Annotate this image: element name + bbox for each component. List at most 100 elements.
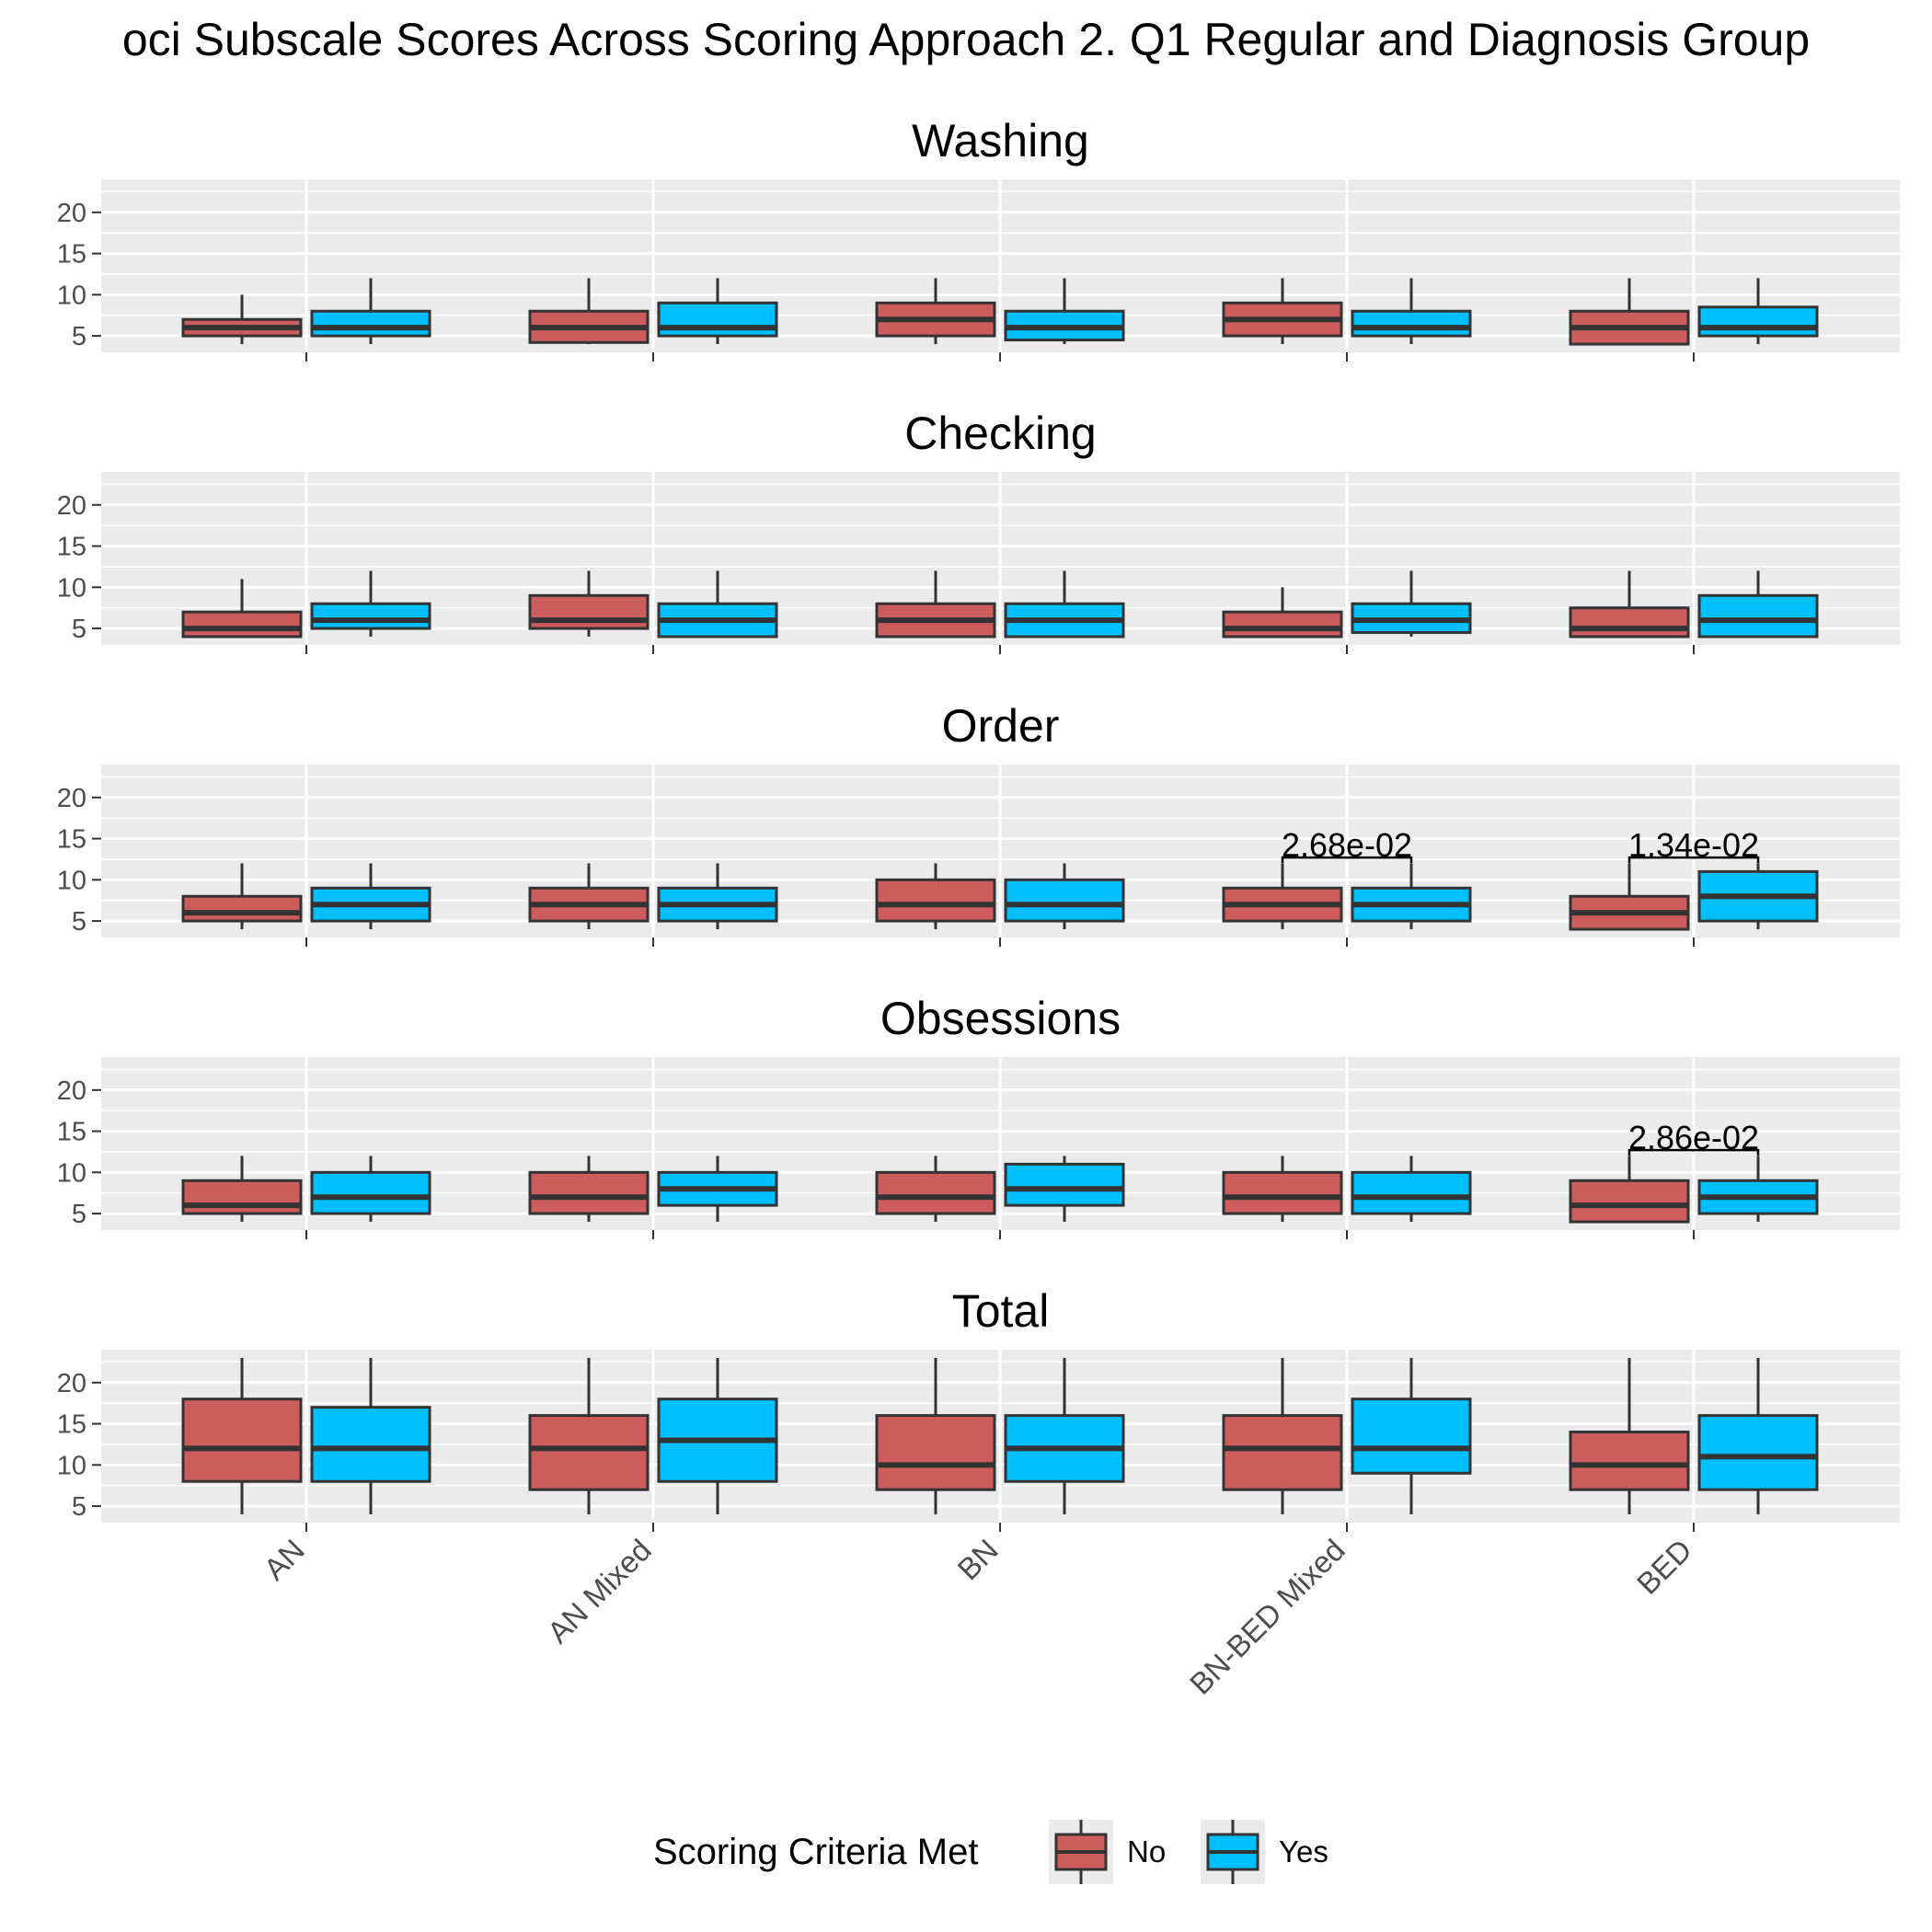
- xtick-label-bed: BED: [1630, 1533, 1698, 1601]
- panel-total: Total 5 10 15 20: [57, 1285, 1900, 1532]
- box-checking-bn-bed-mixed-yes: [1351, 570, 1472, 638]
- box-total-bn-bed-mixed-no: [1222, 1357, 1343, 1515]
- box-washing-bed-yes: [1697, 278, 1819, 345]
- box-total-bn-yes: [1004, 1357, 1125, 1515]
- significance-annotation: 1.34e-02: [1627, 826, 1760, 864]
- box-checking-an-no: [181, 579, 303, 638]
- box-checking-bn-no: [875, 570, 996, 638]
- box-iqr: [181, 1179, 303, 1215]
- ytick-label: 20: [57, 784, 86, 813]
- box-checking-an-mixed-yes: [657, 570, 778, 638]
- box-total-an-mixed-no: [528, 1357, 650, 1515]
- ytick-label: 15: [57, 1410, 86, 1440]
- ytick-label: 5: [72, 322, 86, 351]
- box-washing-bn-no: [875, 278, 996, 345]
- box-iqr: [310, 309, 431, 338]
- significance-label: 2.68e-02: [1282, 826, 1412, 864]
- x-axis-labels: AN AN Mixed BN BN-BED Mixed BED: [257, 1533, 1698, 1701]
- ytick-label: 10: [57, 573, 86, 603]
- box-iqr: [657, 301, 778, 338]
- box-iqr: [1569, 1431, 1690, 1491]
- box-total-bn-no: [875, 1357, 996, 1515]
- box-iqr: [528, 1170, 650, 1215]
- box-order-bn-bed-mixed-no: [1222, 863, 1343, 930]
- box-checking-bn-yes: [1004, 570, 1125, 638]
- box-obsessions-an-yes: [310, 1156, 431, 1223]
- panels: Washing 5 10 15 20 Checking 5 10 15 20 Order 5 10 15 2…: [57, 115, 1900, 1532]
- box-obsessions-bn-bed-mixed-yes: [1351, 1156, 1472, 1223]
- box-iqr: [1697, 593, 1819, 638]
- box-order-bn-bed-mixed-yes: [1351, 863, 1472, 930]
- box-order-an-no: [181, 863, 303, 930]
- ytick-label: 15: [57, 533, 86, 562]
- panel-checking: Checking 5 10 15 20: [57, 408, 1900, 654]
- box-obsessions-an-mixed-no: [528, 1156, 650, 1223]
- xtick-label-bn-bed-mixed: BN-BED Mixed: [1183, 1533, 1351, 1701]
- panel-title-obsessions: Obsessions: [880, 993, 1121, 1044]
- legend-label-no: No: [1127, 1834, 1166, 1869]
- significance-annotation: 2.68e-02: [1281, 826, 1413, 864]
- box-total-an-yes: [310, 1357, 431, 1515]
- box-total-bed-no: [1569, 1357, 1690, 1515]
- panel-title-washing: Washing: [912, 115, 1089, 167]
- box-iqr: [310, 1406, 431, 1483]
- ytick-label: 10: [57, 866, 86, 895]
- box-iqr: [1351, 309, 1472, 338]
- box-iqr: [1222, 1170, 1343, 1215]
- ytick-label: 5: [72, 1492, 86, 1522]
- box-washing-bn-bed-mixed-no: [1222, 278, 1343, 345]
- significance-bracket: [1281, 856, 1413, 864]
- significance-label: 2.86e-02: [1628, 1119, 1759, 1156]
- significance-bracket: [1627, 1148, 1760, 1156]
- box-obsessions-an-no: [181, 1156, 303, 1223]
- ytick-label: 10: [57, 281, 86, 310]
- box-order-an-mixed-yes: [657, 863, 778, 930]
- box-total-bed-yes: [1697, 1357, 1819, 1515]
- box-checking-bed-no: [1569, 570, 1690, 638]
- box-washing-an-mixed-yes: [657, 278, 778, 345]
- box-checking-an-yes: [310, 570, 431, 638]
- box-iqr: [1569, 1179, 1690, 1224]
- ytick-label: 15: [57, 1118, 86, 1147]
- box-washing-bed-no: [1569, 278, 1690, 346]
- box-iqr: [181, 610, 303, 638]
- ytick-label: 10: [57, 1158, 86, 1188]
- box-obsessions-bed-yes: [1697, 1156, 1819, 1223]
- legend-item-yes: Yes: [1201, 1820, 1328, 1884]
- box-order-bed-no: [1569, 863, 1690, 931]
- significance-annotation: 2.86e-02: [1627, 1119, 1760, 1156]
- legend-title: Scoring Criteria Met: [653, 1832, 978, 1872]
- box-iqr: [310, 602, 431, 630]
- box-obsessions-bn-bed-mixed-no: [1222, 1156, 1343, 1223]
- box-washing-bn-yes: [1004, 278, 1125, 345]
- ytick-label: 5: [72, 907, 86, 937]
- box-iqr: [1004, 1162, 1125, 1207]
- box-iqr: [310, 1170, 431, 1215]
- panel-washing: Washing 5 10 15 20: [57, 115, 1900, 362]
- box-order-bn-yes: [1004, 863, 1125, 930]
- ytick-label: 20: [57, 199, 86, 228]
- ytick-label: 20: [57, 491, 86, 521]
- significance-bracket: [1627, 856, 1760, 864]
- box-checking-an-mixed-no: [528, 570, 650, 638]
- box-iqr: [1222, 610, 1343, 638]
- box-iqr: [1351, 1397, 1472, 1475]
- box-iqr: [875, 878, 996, 923]
- box-iqr: [528, 1414, 650, 1491]
- box-obsessions-bn-no: [875, 1156, 996, 1223]
- box-order-an-mixed-no: [528, 863, 650, 930]
- legend-label-yes: Yes: [1279, 1834, 1328, 1869]
- ytick-label: 20: [57, 1369, 86, 1398]
- box-order-bn-no: [875, 863, 996, 930]
- xtick-label-an-mixed: AN Mixed: [541, 1533, 658, 1650]
- box-iqr: [181, 1397, 303, 1483]
- box-washing-bn-bed-mixed-yes: [1351, 278, 1472, 345]
- legend: Scoring Criteria Met No Yes: [653, 1820, 1328, 1884]
- box-obsessions-bn-yes: [1004, 1156, 1125, 1223]
- box-order-an-yes: [310, 863, 431, 930]
- box-iqr: [1697, 305, 1819, 338]
- ytick-label: 15: [57, 240, 86, 270]
- panel-obsessions: Obsessions 5 10 15 20 2.86e-02: [57, 993, 1900, 1239]
- box-iqr: [875, 1170, 996, 1215]
